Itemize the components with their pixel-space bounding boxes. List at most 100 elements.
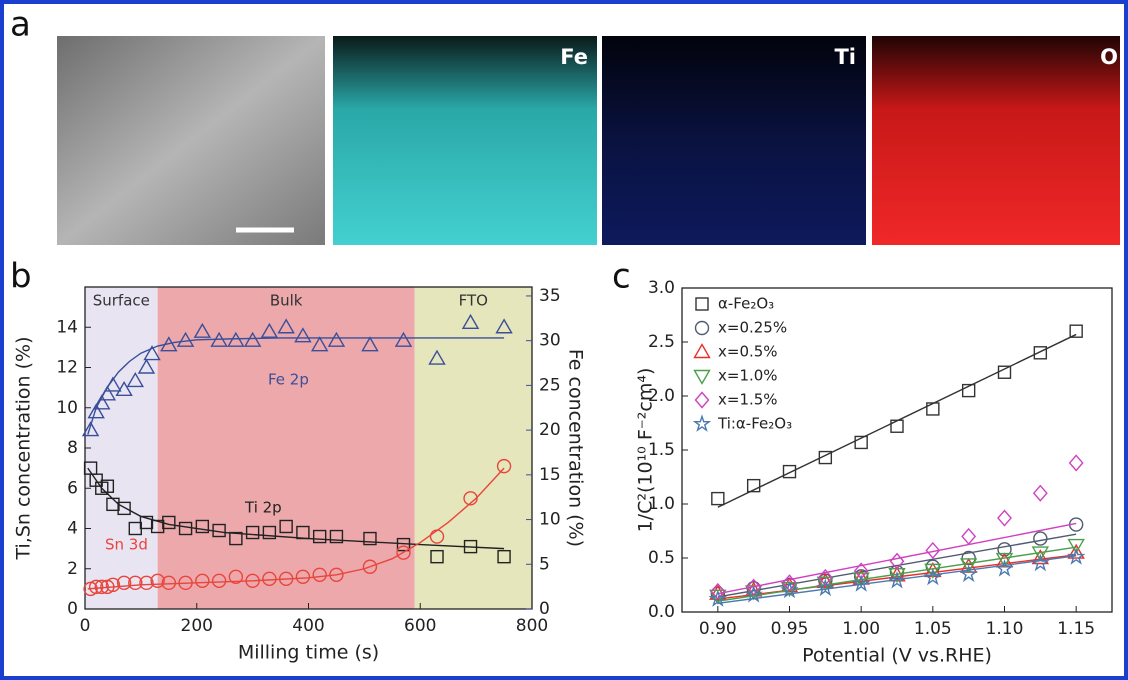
y2-tick-label: 5 xyxy=(539,554,550,574)
marker xyxy=(394,331,413,347)
marker xyxy=(329,567,344,582)
marker xyxy=(497,549,511,564)
legend-label: x=1.0% xyxy=(718,367,778,385)
marker xyxy=(104,376,122,392)
marker xyxy=(295,569,311,584)
marker xyxy=(463,539,478,554)
marker xyxy=(496,458,512,474)
marker xyxy=(744,585,763,603)
marker xyxy=(115,380,133,397)
marker xyxy=(362,559,378,574)
marker xyxy=(278,571,294,587)
marker xyxy=(126,372,144,388)
marker xyxy=(854,435,868,450)
marker xyxy=(93,394,111,410)
y-tick-label: 14 xyxy=(56,317,78,337)
y2-tick-label: 0 xyxy=(539,599,550,619)
marker xyxy=(694,391,710,409)
legend-label: x=1.5% xyxy=(718,391,778,409)
curve-label: Fe 2p xyxy=(268,371,309,389)
ti-map xyxy=(602,36,866,245)
marker xyxy=(100,479,115,493)
marker xyxy=(816,576,835,592)
marker xyxy=(1067,543,1085,559)
region-label: Surface xyxy=(93,292,150,310)
marker xyxy=(1066,547,1086,565)
marker xyxy=(959,564,978,583)
curve-label: Sn 3d xyxy=(105,536,148,554)
y-axis-label: 1/C²(10¹⁰ F⁻²cm⁴) xyxy=(635,368,657,533)
o-map xyxy=(872,36,1120,245)
region xyxy=(85,287,158,609)
legend-label: α-Fe₂O₃ xyxy=(718,295,774,313)
y2-tick-label: 20 xyxy=(539,420,561,440)
map-label: Fe xyxy=(560,45,588,69)
y-tick-label: 0 xyxy=(67,599,78,619)
marker xyxy=(782,464,797,479)
marker xyxy=(961,527,977,545)
marker xyxy=(693,369,711,385)
marker xyxy=(128,575,143,591)
marker xyxy=(995,559,1014,577)
x-tick-label: 1.05 xyxy=(914,619,952,639)
marker xyxy=(143,345,161,361)
region xyxy=(414,287,532,609)
marker xyxy=(695,297,709,311)
y2-tick-label: 25 xyxy=(539,375,561,395)
marker xyxy=(150,573,165,589)
fe-map xyxy=(333,36,597,245)
x-axis-label: Milling time (s) xyxy=(238,642,379,664)
marker xyxy=(852,572,870,588)
marker xyxy=(139,575,154,591)
panel-label: c xyxy=(612,257,631,297)
marker xyxy=(959,558,978,574)
y-tick-label: 10 xyxy=(56,398,78,418)
marker xyxy=(1031,549,1050,565)
panel-label: b xyxy=(10,257,32,297)
marker xyxy=(193,322,212,338)
fit-line xyxy=(87,467,505,590)
marker xyxy=(711,491,725,506)
marker xyxy=(227,331,245,347)
y-tick-label: 2.0 xyxy=(648,386,675,406)
y-axis-label: Ti,Sn concentration (%) xyxy=(13,337,35,561)
marker xyxy=(1069,324,1083,338)
marker xyxy=(245,525,260,540)
marker xyxy=(890,419,904,433)
y-tick-label: 0.0 xyxy=(648,602,675,622)
marker xyxy=(262,571,277,587)
marker xyxy=(463,491,478,506)
marker xyxy=(997,509,1012,527)
marker xyxy=(889,552,905,570)
marker xyxy=(746,578,762,596)
marker xyxy=(106,497,120,512)
y-tick-label: 3.0 xyxy=(648,278,675,298)
marker xyxy=(995,552,1014,568)
panel-label: a xyxy=(10,5,31,45)
marker xyxy=(160,336,178,352)
legend-label: Ti:α-Fe₂O₃ xyxy=(717,415,792,433)
y-tick-label: 2.5 xyxy=(648,332,675,352)
marker xyxy=(782,574,797,592)
marker xyxy=(294,327,312,343)
x-tick-label: 0.90 xyxy=(699,619,737,639)
marker xyxy=(1032,484,1048,502)
marker xyxy=(210,331,228,347)
map-label: O xyxy=(1100,45,1118,69)
marker xyxy=(1068,454,1084,472)
marker xyxy=(925,541,941,560)
curve-label: Ti 2p xyxy=(244,499,282,517)
x-tick-label: 1.10 xyxy=(986,619,1024,639)
marker xyxy=(997,365,1012,379)
y-tick-label: 4 xyxy=(67,519,78,539)
marker xyxy=(178,575,193,591)
marker xyxy=(710,582,726,601)
y2-tick-label: 35 xyxy=(539,286,561,306)
marker xyxy=(243,331,262,347)
y2-tick-label: 30 xyxy=(539,331,561,351)
marker xyxy=(137,358,156,374)
marker xyxy=(694,320,710,336)
fit-line xyxy=(717,522,1077,595)
marker xyxy=(1033,346,1048,360)
marker xyxy=(1031,546,1050,562)
